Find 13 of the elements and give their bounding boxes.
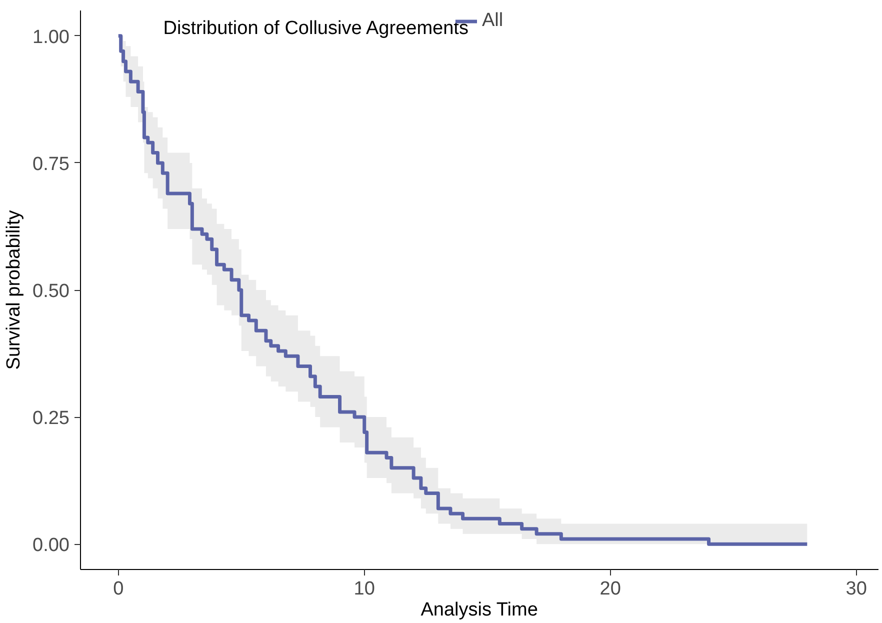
y-tick-label: 1.00 [32,26,70,48]
x-tick-label: 20 [600,578,621,600]
legend-title: Distribution of Collusive Agreements [163,18,468,39]
x-axis-title: Analysis Time [420,600,538,620]
y-axis-title: Survival probability [4,210,25,370]
x-tick-label: 0 [113,578,124,600]
y-tick-label: 0.50 [32,281,70,302]
y-tick-label: 0.00 [32,535,70,556]
x-tick-label: 30 [846,578,867,600]
x-tick-label: 10 [354,578,375,600]
legend-label: All [482,10,504,32]
y-tick-label: 0.25 [32,408,70,430]
y-tick-label: 0.75 [32,154,70,175]
